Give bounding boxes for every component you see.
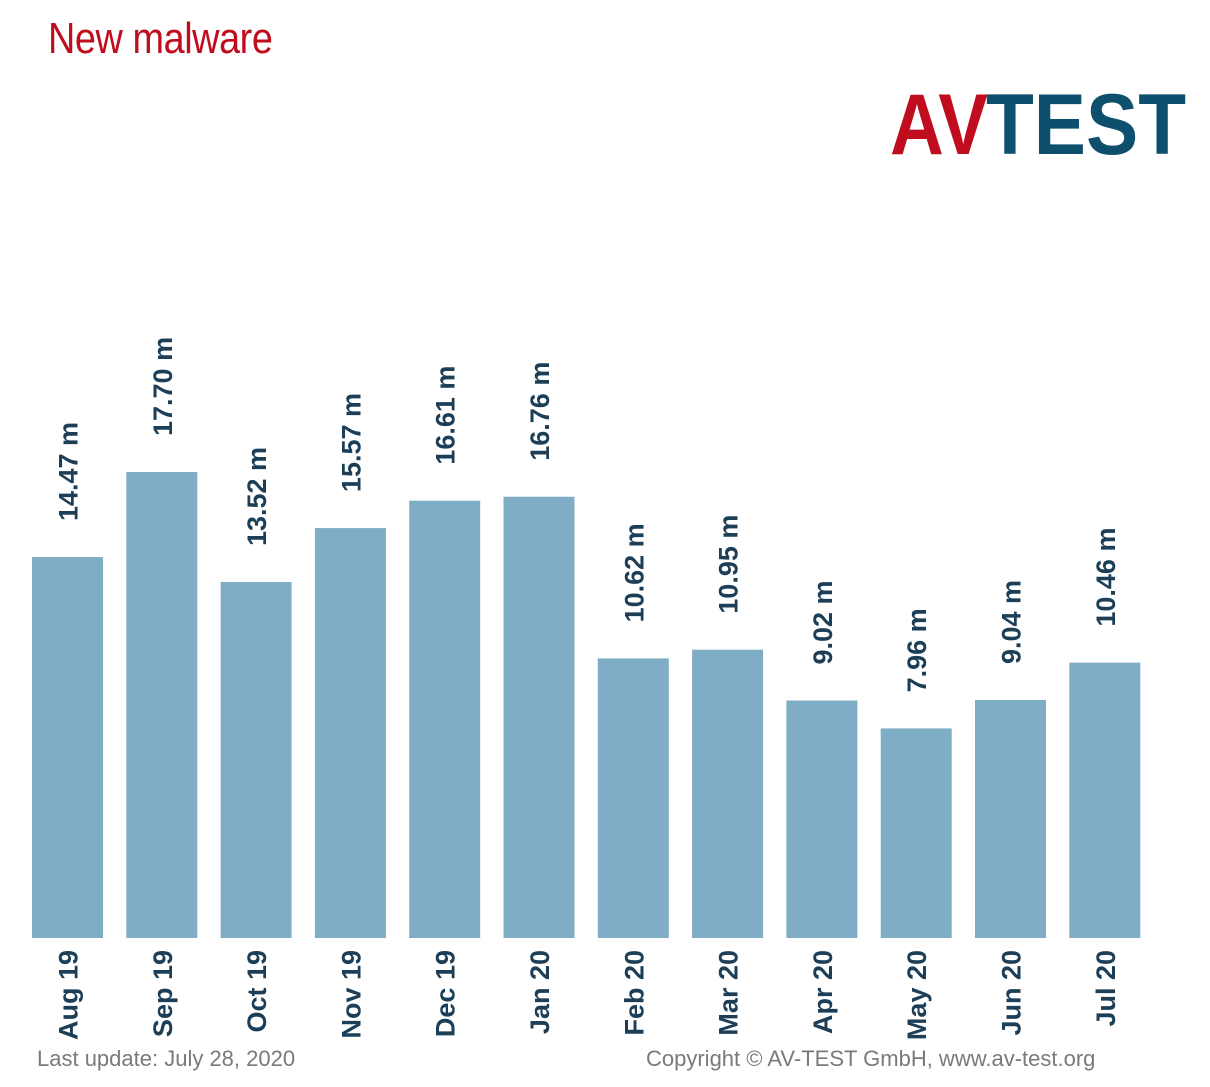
logo-text-test: TEST [986, 82, 1186, 162]
av-test-logo: AV TEST [890, 82, 1186, 162]
x-tick-label: Oct 19 [242, 950, 272, 1033]
value-label: 9.04 m [997, 580, 1027, 664]
bar-oct-19 [220, 582, 292, 938]
value-label: 10.62 m [619, 523, 649, 622]
value-label: 7.96 m [902, 608, 932, 692]
bar-feb-20 [597, 658, 669, 938]
chart-title: New malware [48, 14, 273, 63]
bar-nov-19 [314, 528, 386, 938]
value-label: 16.61 m [431, 366, 461, 465]
x-tick-label: Jan 20 [525, 950, 555, 1034]
x-tick-label: Apr 20 [808, 950, 838, 1034]
value-label: 14.47 m [54, 422, 84, 521]
value-label: 17.70 m [148, 337, 178, 436]
logo-text-av: AV [890, 82, 988, 162]
bar-aug-19 [32, 557, 103, 938]
x-tick-label: Dec 19 [431, 950, 461, 1037]
bar-jun-20 [975, 699, 1046, 938]
x-tick-label: Feb 20 [619, 950, 649, 1036]
x-tick-label: Aug 19 [54, 950, 84, 1040]
x-tick-label: Mar 20 [714, 950, 744, 1036]
last-update-text: Last update: July 28, 2020 [37, 1046, 296, 1071]
bar-apr-20 [786, 700, 858, 938]
value-label: 13.52 m [242, 447, 272, 546]
x-tick-label: Nov 19 [336, 950, 366, 1039]
bar-jul-20 [1069, 662, 1141, 938]
x-tick-label: May 20 [902, 950, 932, 1040]
x-tick-label: Sep 19 [148, 950, 178, 1037]
value-label: 16.76 m [525, 362, 555, 461]
value-label: 15.57 m [336, 393, 366, 492]
bar-dec-19 [409, 500, 481, 938]
x-tick-label: Jun 20 [997, 950, 1027, 1036]
bar-may-20 [880, 728, 952, 938]
bar-jan-20 [503, 496, 575, 938]
bar-sep-19 [126, 472, 198, 938]
value-label: 10.46 m [1091, 528, 1121, 627]
value-label: 9.02 m [808, 580, 838, 664]
bar-mar-20 [692, 649, 764, 938]
value-label: 10.95 m [714, 515, 744, 614]
copyright-text: Copyright © AV-TEST GmbH, www.av-test.or… [646, 1046, 1096, 1071]
x-tick-label: Jul 20 [1091, 950, 1121, 1027]
